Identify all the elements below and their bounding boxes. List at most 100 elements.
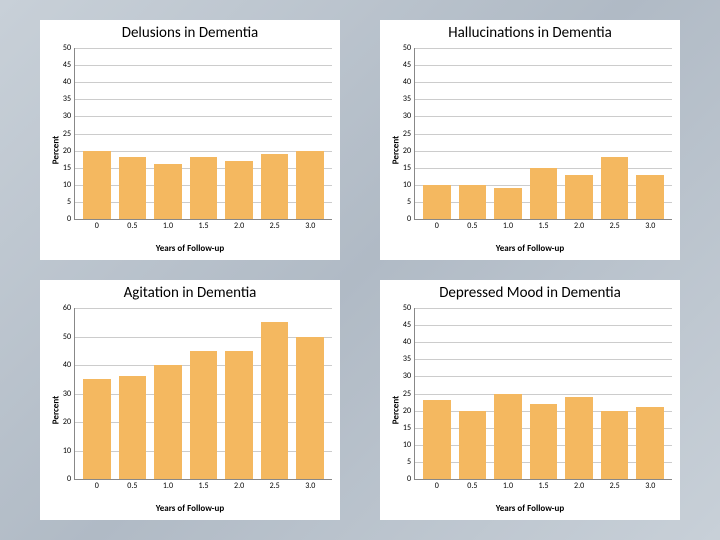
bar	[154, 365, 182, 479]
y-tick-label: 40	[403, 78, 411, 86]
y-axis-label: Percent	[51, 396, 62, 424]
x-tick-label: 1.0	[494, 219, 522, 231]
x-axis-label: Years of Follow-up	[156, 243, 224, 254]
y-tick-label: 30	[63, 390, 71, 398]
y-tick-label: 30	[403, 372, 411, 380]
x-tick-label: 0.5	[119, 479, 147, 491]
y-tick-label: 20	[403, 147, 411, 155]
x-tick-label: 3.0	[636, 479, 664, 491]
x-tick-label: 0	[83, 479, 111, 491]
plot-area: 0510152025303540455000.51.01.52.02.53.0	[74, 48, 332, 220]
bar	[601, 157, 629, 219]
y-tick-label: 25	[403, 130, 411, 138]
x-tick-label: 2.0	[225, 219, 253, 231]
y-tick-label: 40	[63, 78, 71, 86]
y-tick-label: 15	[63, 164, 71, 172]
x-tick-label: 1.5	[190, 219, 218, 231]
y-tick-label: 0	[407, 215, 411, 223]
y-tick-label: 0	[67, 215, 71, 223]
x-tick-label: 2.0	[565, 219, 593, 231]
bar	[565, 397, 593, 479]
x-tick-label: 1.0	[154, 479, 182, 491]
y-tick-label: 0	[407, 475, 411, 483]
bars-container	[75, 48, 332, 219]
x-tick-label: 0	[423, 219, 451, 231]
y-tick-label: 15	[403, 164, 411, 172]
x-tick-label: 3.0	[636, 219, 664, 231]
bar	[459, 411, 487, 479]
bar	[565, 175, 593, 219]
y-tick-label: 35	[403, 355, 411, 363]
y-tick-label: 50	[403, 44, 411, 52]
plot-area: 010203040506000.51.01.52.02.53.0	[74, 308, 332, 480]
bar	[494, 188, 522, 219]
bar	[423, 185, 451, 219]
chart-panel-delusions: Delusions in Dementia Percent 0510152025…	[40, 20, 340, 260]
bar	[190, 351, 218, 479]
x-axis-label: Years of Follow-up	[156, 503, 224, 514]
plot-area: 0510152025303540455000.51.01.52.02.53.0	[414, 48, 672, 220]
x-tick-label: 2.5	[261, 219, 289, 231]
y-tick-label: 35	[63, 95, 71, 103]
x-tick-label: 0.5	[459, 479, 487, 491]
x-tick-label: 2.5	[601, 479, 629, 491]
x-tick-label: 3.0	[296, 479, 324, 491]
y-tick-label: 5	[407, 198, 411, 206]
y-tick-label: 25	[63, 130, 71, 138]
y-axis-label: Percent	[391, 396, 402, 424]
y-tick-label: 35	[403, 95, 411, 103]
bar	[296, 151, 324, 219]
y-tick-label: 50	[403, 304, 411, 312]
bar	[225, 351, 253, 479]
y-tick-label: 5	[67, 198, 71, 206]
bar	[296, 337, 324, 480]
x-tick-label: 0.5	[119, 219, 147, 231]
y-axis-label: Percent	[51, 136, 62, 164]
y-tick-label: 45	[403, 61, 411, 69]
chart-panel-depressed: Depressed Mood in Dementia Percent 05101…	[380, 280, 680, 520]
x-tick-label: 2.0	[225, 479, 253, 491]
y-tick-label: 60	[63, 304, 71, 312]
y-tick-label: 50	[63, 44, 71, 52]
chart-panel-hallucinations: Hallucinations in Dementia Percent 05101…	[380, 20, 680, 260]
y-tick-label: 10	[63, 447, 71, 455]
x-tick-label: 0	[83, 219, 111, 231]
y-tick-label: 20	[403, 407, 411, 415]
y-tick-label: 40	[63, 361, 71, 369]
chart-title: Agitation in Dementia	[40, 280, 340, 304]
bar	[83, 379, 111, 479]
y-tick-label: 45	[63, 61, 71, 69]
chart-area: Percent 0510152025303540455000.51.01.52.…	[380, 304, 680, 516]
x-ticks-container: 00.51.01.52.02.53.0	[75, 479, 332, 491]
y-tick-label: 15	[403, 424, 411, 432]
bar	[225, 161, 253, 219]
chart-title: Depressed Mood in Dementia	[380, 280, 680, 304]
bar	[261, 322, 289, 479]
bars-container	[75, 308, 332, 479]
bar	[636, 175, 664, 219]
x-ticks-container: 00.51.01.52.02.53.0	[75, 219, 332, 231]
x-tick-label: 0	[423, 479, 451, 491]
y-tick-label: 20	[63, 418, 71, 426]
y-axis-label: Percent	[391, 136, 402, 164]
y-tick-label: 10	[403, 441, 411, 449]
chart-title: Delusions in Dementia	[40, 20, 340, 44]
x-axis-label: Years of Follow-up	[496, 243, 564, 254]
bar	[119, 376, 147, 479]
bar	[83, 151, 111, 219]
y-tick-label: 30	[63, 112, 71, 120]
bar	[601, 411, 629, 479]
bar	[423, 400, 451, 479]
x-tick-label: 0.5	[459, 219, 487, 231]
bar	[530, 168, 558, 219]
x-ticks-container: 00.51.01.52.02.53.0	[415, 479, 672, 491]
x-tick-label: 3.0	[296, 219, 324, 231]
bars-container	[415, 308, 672, 479]
x-tick-label: 1.5	[530, 219, 558, 231]
x-axis-label: Years of Follow-up	[496, 503, 564, 514]
chart-area: Percent 0510152025303540455000.51.01.52.…	[380, 44, 680, 256]
x-tick-label: 2.5	[261, 479, 289, 491]
x-tick-label: 2.0	[565, 479, 593, 491]
y-tick-label: 50	[63, 333, 71, 341]
bar	[261, 154, 289, 219]
